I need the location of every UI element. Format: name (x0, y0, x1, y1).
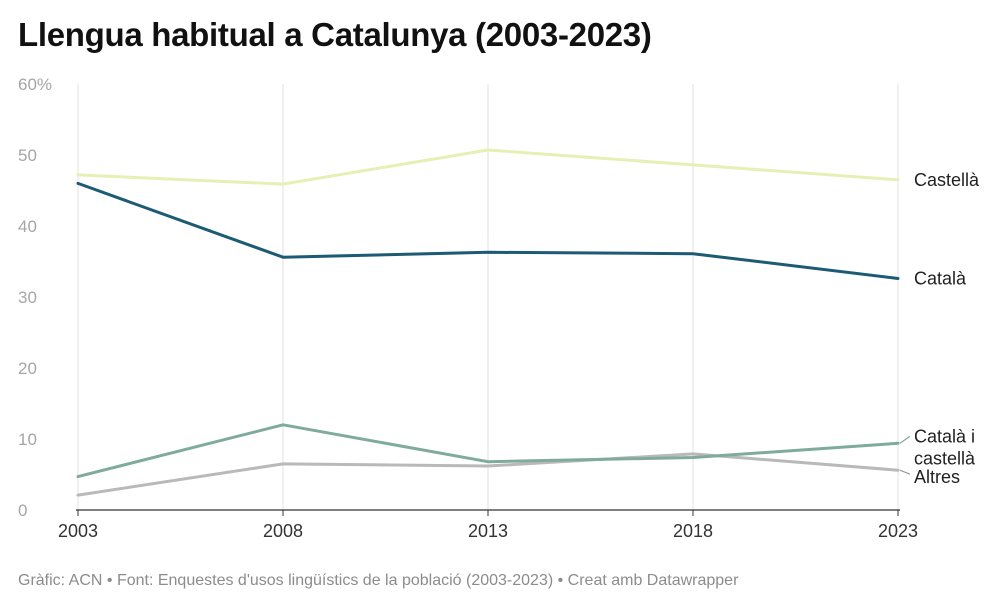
y-tick-label: 0 (18, 501, 27, 520)
label-connector (899, 469, 911, 475)
series-label: Català (914, 269, 967, 289)
x-tick-label: 2018 (673, 521, 713, 541)
series-label: castellà (914, 448, 976, 468)
series-line (76, 423, 900, 479)
series-line (76, 181, 900, 280)
x-tick-label: 2013 (468, 521, 508, 541)
series-label: Castellà (914, 170, 980, 190)
y-tick-label: 40 (18, 217, 37, 236)
series-line (76, 148, 900, 186)
y-tick-label: 10 (18, 430, 37, 449)
x-axis-ticks: 2003 2008 2013 2018 2023 (58, 509, 918, 541)
x-tick-label: 2008 (263, 521, 303, 541)
y-tick-label: 60% (18, 75, 52, 94)
series-lines (76, 148, 900, 497)
series-label: Altres (914, 467, 960, 487)
y-tick-label: 50 (18, 146, 37, 165)
y-tick-label: 20 (18, 359, 37, 378)
y-axis-ticks: 0 10 20 30 40 50 60% (18, 75, 52, 520)
label-connector (899, 435, 911, 444)
chart-footer: Gràfic: ACN • Font: Enquestes d'usos lin… (18, 572, 739, 589)
series-label: Català i (914, 426, 975, 446)
x-tick-label: 2003 (58, 521, 98, 541)
gridlines (77, 84, 899, 510)
chart-title: Llengua habitual a Catalunya (2003-2023) (18, 16, 652, 53)
series-line (76, 452, 900, 497)
x-tick-label: 2023 (878, 521, 918, 541)
y-tick-label: 30 (18, 288, 37, 307)
